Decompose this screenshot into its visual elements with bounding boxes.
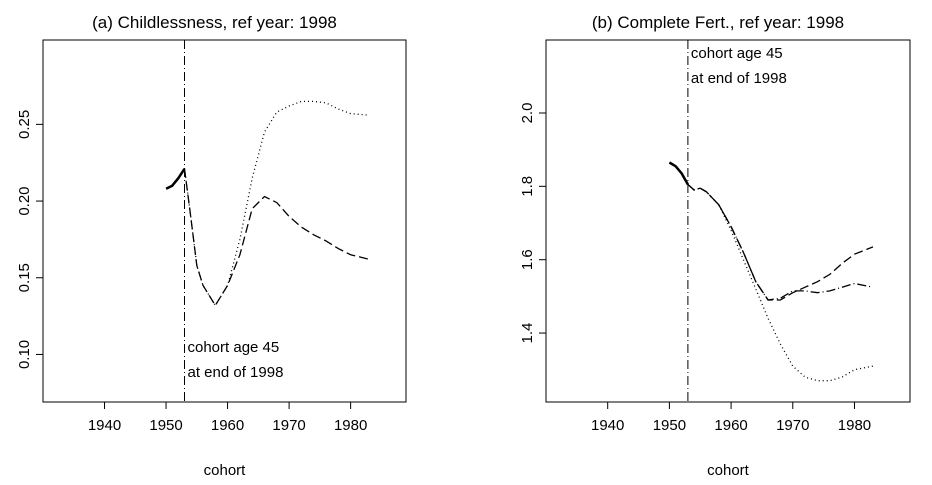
y-tick-label: 0.10 xyxy=(16,340,33,369)
chart-title: (a) Childlessness, ref year: 1998 xyxy=(92,13,337,32)
x-tick-label: 1950 xyxy=(149,417,182,434)
x-tick-label: 1950 xyxy=(653,417,686,434)
x-tick-label: 1970 xyxy=(272,417,305,434)
data-line xyxy=(183,168,370,307)
chart-title: (b) Complete Fert., ref year: 1998 xyxy=(592,13,844,32)
data-line xyxy=(668,161,689,186)
annotation: cohort age 45 xyxy=(188,339,280,356)
x-tick-label: 1970 xyxy=(776,417,809,434)
y-tick-label: 2.0 xyxy=(519,103,536,124)
y-tick-label: 0.15 xyxy=(16,263,33,292)
plot-frame xyxy=(42,39,407,403)
y-tick-label: 1.8 xyxy=(519,176,536,197)
plot-frame xyxy=(545,39,911,403)
x-tick-label: 1940 xyxy=(88,417,121,434)
annotation: cohort age 45 xyxy=(691,45,783,62)
data-line xyxy=(687,184,874,301)
x-axis-label: cohort xyxy=(204,462,247,479)
y-tick-label: 0.25 xyxy=(16,110,33,139)
data-line xyxy=(165,168,186,190)
annotation: at end of 1998 xyxy=(188,364,284,381)
x-tick-label: 1940 xyxy=(591,417,624,434)
x-tick-label: 1960 xyxy=(211,417,244,434)
x-axis-label: cohort xyxy=(707,462,750,479)
y-tick-label: 1.6 xyxy=(519,249,536,270)
x-tick-label: 1980 xyxy=(334,417,367,434)
data-line xyxy=(687,184,874,382)
y-tick-label: 1.4 xyxy=(519,323,536,344)
annotation: at end of 1998 xyxy=(691,70,787,87)
y-tick-label: 0.20 xyxy=(16,186,33,215)
x-tick-label: 1960 xyxy=(714,417,747,434)
x-tick-label: 1980 xyxy=(838,417,871,434)
